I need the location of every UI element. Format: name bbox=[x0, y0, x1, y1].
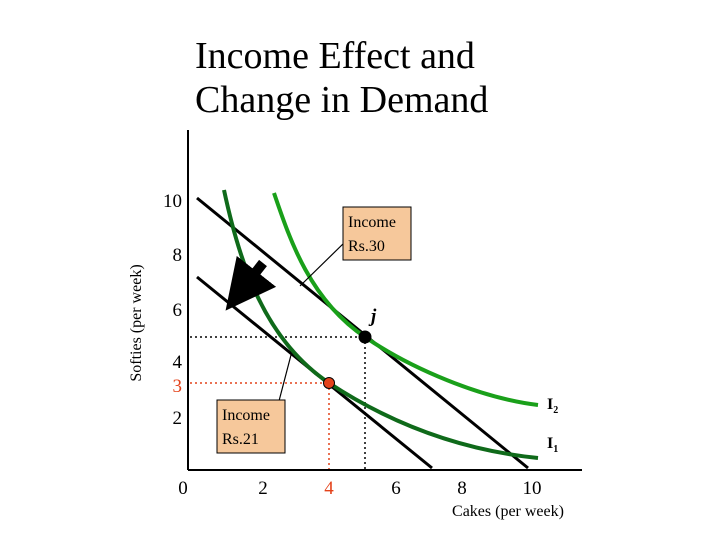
callout-low-line1: Income bbox=[222, 407, 270, 424]
x-tick-label: 2 bbox=[258, 478, 268, 499]
callout-high-line2: Rs.30 bbox=[348, 238, 385, 255]
x-tick-label-highlight: 4 bbox=[324, 478, 334, 499]
callout-box-high-income bbox=[342, 206, 412, 261]
callout-leader-low bbox=[278, 354, 292, 402]
curve-label-i2: I2 bbox=[547, 396, 558, 416]
diagram-title: Income Effect and Change in Demand bbox=[195, 34, 488, 122]
x-tick-label: 6 bbox=[391, 478, 401, 499]
title-line-2: Change in Demand bbox=[195, 79, 489, 121]
y-tick-label-highlight: 3 bbox=[173, 376, 183, 397]
y-tick-label: 10 bbox=[163, 191, 182, 212]
point-j bbox=[358, 330, 372, 344]
callout-leader-high bbox=[299, 240, 347, 287]
curve-label-i2-sub: 2 bbox=[553, 405, 558, 416]
shift-arrow bbox=[225, 255, 277, 311]
callout-low-line2: Rs.21 bbox=[222, 431, 259, 448]
title-line-1: Income Effect and bbox=[195, 35, 475, 77]
y-tick-label: 6 bbox=[173, 300, 183, 321]
y-tick-label: 4 bbox=[173, 352, 183, 373]
x-tick-label: 8 bbox=[457, 478, 467, 499]
y-tick-label: 2 bbox=[173, 408, 183, 429]
curve-label-i2-main: I bbox=[547, 396, 553, 413]
y-axis-title: Softies (per week) bbox=[128, 264, 145, 381]
point-new-equilibrium bbox=[323, 377, 335, 389]
point-j-label: j bbox=[368, 306, 377, 327]
x-tick-label: 0 bbox=[178, 478, 188, 499]
x-axis-title: Cakes (per week) bbox=[452, 503, 564, 520]
y-tick-label: 8 bbox=[173, 245, 183, 266]
x-tick-label: 10 bbox=[523, 478, 542, 499]
callout-box-low-income bbox=[216, 399, 286, 454]
curve-label-i1-sub: 1 bbox=[553, 444, 558, 455]
curve-label-i1-main: I bbox=[547, 435, 553, 452]
callout-high-line1: Income bbox=[348, 214, 396, 231]
curve-label-i1: I1 bbox=[547, 435, 558, 455]
